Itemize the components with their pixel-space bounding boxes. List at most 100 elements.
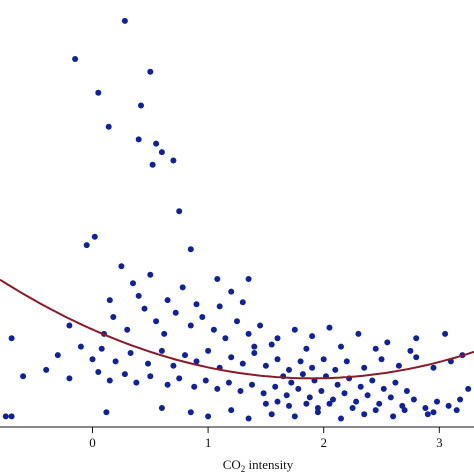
data-point — [403, 388, 410, 394]
data-point — [378, 356, 385, 363]
data-point — [135, 136, 142, 143]
data-point — [303, 345, 310, 352]
data-point — [191, 383, 198, 390]
data-point — [392, 379, 399, 386]
data-point — [239, 360, 246, 367]
data-point — [343, 358, 350, 365]
data-point — [376, 400, 383, 407]
data-point — [2, 413, 9, 420]
x-tick-label: 1 — [205, 435, 212, 450]
data-point — [77, 343, 84, 350]
data-point — [309, 364, 316, 371]
data-point — [105, 123, 112, 130]
data-point — [133, 379, 140, 386]
data-point — [72, 56, 79, 62]
data-point — [124, 326, 131, 333]
data-point — [193, 358, 200, 365]
data-point — [237, 388, 244, 394]
data-point — [182, 352, 188, 359]
data-point — [274, 335, 281, 342]
data-point — [95, 89, 102, 96]
data-point — [338, 343, 344, 350]
data-point — [135, 292, 142, 299]
data-point — [98, 345, 105, 352]
data-point — [147, 271, 154, 278]
data-point — [228, 354, 235, 361]
data-point — [110, 314, 117, 320]
data-point — [286, 402, 292, 409]
data-point — [262, 400, 269, 407]
data-point — [384, 339, 391, 346]
data-point — [187, 322, 194, 329]
data-point — [158, 347, 165, 354]
data-point — [245, 415, 252, 422]
data-point — [288, 379, 295, 386]
data-point — [330, 396, 336, 403]
data-point — [147, 373, 154, 380]
data-point — [355, 330, 362, 337]
data-point — [260, 390, 267, 397]
data-point — [268, 341, 275, 348]
data-point — [153, 318, 160, 325]
data-point — [170, 362, 177, 369]
data-point — [274, 356, 281, 363]
data-point — [225, 379, 232, 386]
data-point — [187, 409, 194, 416]
data-point — [314, 409, 321, 416]
data-point — [372, 407, 379, 414]
data-point — [216, 303, 223, 310]
data-point — [364, 392, 371, 399]
data-point — [66, 375, 73, 382]
data-point — [176, 375, 183, 382]
x-tick-label: 2 — [320, 435, 327, 450]
data-point — [245, 276, 252, 282]
data-point — [303, 400, 310, 407]
data-point — [434, 398, 440, 405]
data-point — [407, 347, 414, 354]
data-point — [326, 400, 333, 407]
data-point — [164, 381, 171, 388]
data-point — [8, 335, 15, 342]
fit-curve — [0, 278, 474, 380]
data-point — [299, 371, 306, 378]
data-point — [202, 377, 209, 384]
data-point — [54, 352, 61, 359]
data-point — [465, 385, 472, 392]
data-point — [89, 356, 96, 363]
data-point — [141, 305, 148, 312]
data-point — [170, 157, 177, 164]
data-point — [387, 394, 394, 401]
data-point — [145, 360, 151, 367]
data-point — [272, 383, 279, 390]
data-point — [118, 263, 125, 270]
data-point — [341, 390, 348, 397]
data-point — [445, 402, 452, 409]
data-point — [187, 246, 194, 253]
data-point — [91, 233, 98, 240]
data-point — [334, 381, 341, 388]
data-point — [112, 358, 119, 365]
data-point — [121, 371, 128, 378]
data-point — [274, 398, 281, 405]
data-point — [210, 326, 217, 333]
x-tick-label: 3 — [436, 435, 443, 450]
data-point — [147, 68, 154, 75]
data-point — [332, 366, 339, 373]
data-point — [83, 242, 90, 249]
data-point — [430, 364, 437, 371]
data-point — [106, 377, 113, 384]
data-point — [283, 392, 290, 399]
data-point — [179, 284, 186, 291]
data-point — [318, 388, 325, 394]
data-point — [158, 405, 165, 411]
data-point — [164, 297, 171, 304]
data-point — [228, 407, 235, 414]
data-point — [153, 140, 160, 147]
x-axis-title: CO2 intensity — [223, 457, 294, 474]
data-point — [239, 299, 246, 306]
data-point — [121, 17, 128, 24]
data-point — [291, 413, 298, 420]
data-point — [205, 347, 212, 354]
data-point — [249, 381, 255, 388]
